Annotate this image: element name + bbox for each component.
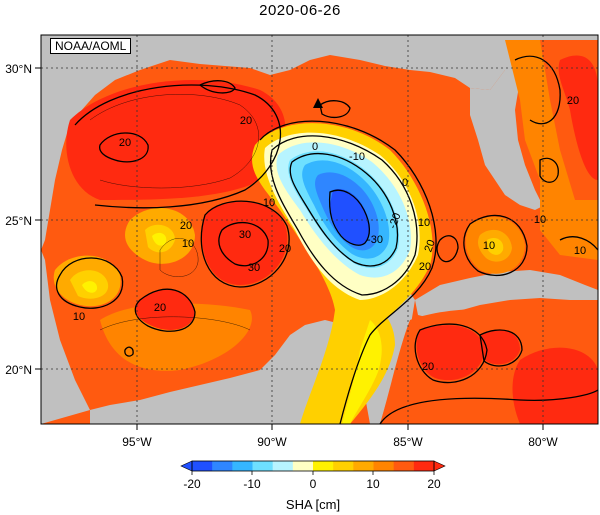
colorbar-band xyxy=(373,461,395,471)
contour-label: 20 xyxy=(419,261,431,273)
land-mexico xyxy=(41,250,370,424)
source-label: NOAA/AOML xyxy=(50,38,132,54)
colorbar-tick-label: -10 xyxy=(243,477,261,491)
contour-label: 0 xyxy=(402,177,408,189)
land-florida xyxy=(470,40,543,210)
contour-label: 10 xyxy=(73,311,85,323)
colorbar-tick-labels: -20 -10 0 10 20 xyxy=(183,477,441,491)
colorbar-tick-label: 20 xyxy=(427,477,441,491)
land-cuba xyxy=(415,270,598,318)
contour-label: 30 xyxy=(239,229,251,241)
colorbar-bands xyxy=(192,461,435,471)
colorbar-band xyxy=(252,461,274,471)
colorbar-right-arrow xyxy=(433,460,446,472)
colorbar-left-arrow xyxy=(180,460,193,472)
contour-labels: 20 20 0 -10 -20 -30 0 10 10 20 30 30 20 … xyxy=(73,95,586,373)
station-marker-icon xyxy=(313,98,323,108)
colorbar-tick-label: 10 xyxy=(366,477,380,491)
colorbar-band xyxy=(272,461,294,471)
contour-label: 10 xyxy=(418,217,430,229)
contour-label: 10 xyxy=(182,238,194,250)
contour-label: -20 xyxy=(387,211,404,230)
colorbar-band xyxy=(232,461,253,471)
sha-bands xyxy=(53,40,598,424)
contour-label: 0 xyxy=(312,141,318,153)
contour-label: 20 xyxy=(422,238,437,254)
colorbar-band xyxy=(292,461,314,471)
contour-label: 20 xyxy=(240,115,252,127)
colorbar-tick-label: 0 xyxy=(310,477,317,491)
tick-marks xyxy=(35,67,544,430)
contour-label: 20 xyxy=(180,220,192,232)
land-us-north xyxy=(41,35,598,250)
lon-label: 85°W xyxy=(393,435,423,449)
map-title: 2020-06-26 xyxy=(259,2,341,19)
colorbar-band xyxy=(353,461,374,471)
contour-lines xyxy=(56,55,598,424)
lon-axis-labels: 95°W 90°W 85°W 80°W xyxy=(122,435,558,449)
contour-label: 20 xyxy=(154,302,166,314)
contour-label: 10 xyxy=(574,245,586,257)
plot-frame xyxy=(40,34,599,425)
colorbar-band xyxy=(313,461,334,471)
contour-label: -10 xyxy=(349,151,365,163)
colorbar-band xyxy=(393,461,415,471)
colorbar-label: SHA [cm] xyxy=(285,497,341,512)
contour-label: 10 xyxy=(534,214,546,226)
contour-label: 20 xyxy=(567,95,579,107)
lat-label: 25°N xyxy=(5,214,32,228)
colorbar-band xyxy=(192,461,213,471)
contour-label: 20 xyxy=(279,243,291,255)
contour-label: -30 xyxy=(367,234,383,246)
colorbar-band xyxy=(212,461,233,471)
lon-label: 90°W xyxy=(257,435,287,449)
contour-label: 20 xyxy=(119,137,131,149)
lat-axis-labels: 30°N 25°N 20°N xyxy=(5,62,32,377)
colorbar-tick-label: -20 xyxy=(183,477,201,491)
lat-label: 20°N xyxy=(5,363,32,377)
contour-label: 10 xyxy=(483,240,495,252)
lon-label: 95°W xyxy=(122,435,152,449)
lon-label: 80°W xyxy=(528,435,558,449)
lat-label: 30°N xyxy=(5,62,32,76)
contour-label: 10 xyxy=(263,197,275,209)
colorbar-band xyxy=(413,461,435,471)
colorbar-ticks xyxy=(191,471,435,475)
contour-label: 20 xyxy=(422,361,434,373)
contour-label: 30 xyxy=(248,262,260,274)
colorbar-band xyxy=(333,461,354,471)
